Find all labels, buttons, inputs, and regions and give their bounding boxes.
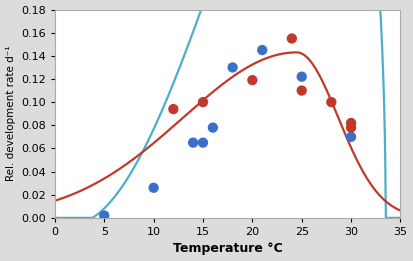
Point bbox=[348, 135, 354, 139]
Point bbox=[299, 88, 305, 93]
Point bbox=[289, 36, 295, 40]
Y-axis label: Rel. development rate d⁻¹: Rel. development rate d⁻¹ bbox=[5, 46, 16, 181]
Point bbox=[328, 100, 335, 104]
Point bbox=[199, 141, 206, 145]
Point bbox=[190, 141, 197, 145]
Point bbox=[249, 78, 256, 82]
X-axis label: Temperature °C: Temperature °C bbox=[173, 242, 282, 256]
Point bbox=[229, 65, 236, 69]
Point bbox=[259, 48, 266, 52]
Point bbox=[101, 213, 107, 218]
Point bbox=[348, 126, 354, 130]
Point bbox=[150, 186, 157, 190]
Point bbox=[170, 107, 177, 111]
Point bbox=[348, 121, 354, 125]
Point bbox=[299, 75, 305, 79]
Point bbox=[199, 100, 206, 104]
Point bbox=[209, 126, 216, 130]
